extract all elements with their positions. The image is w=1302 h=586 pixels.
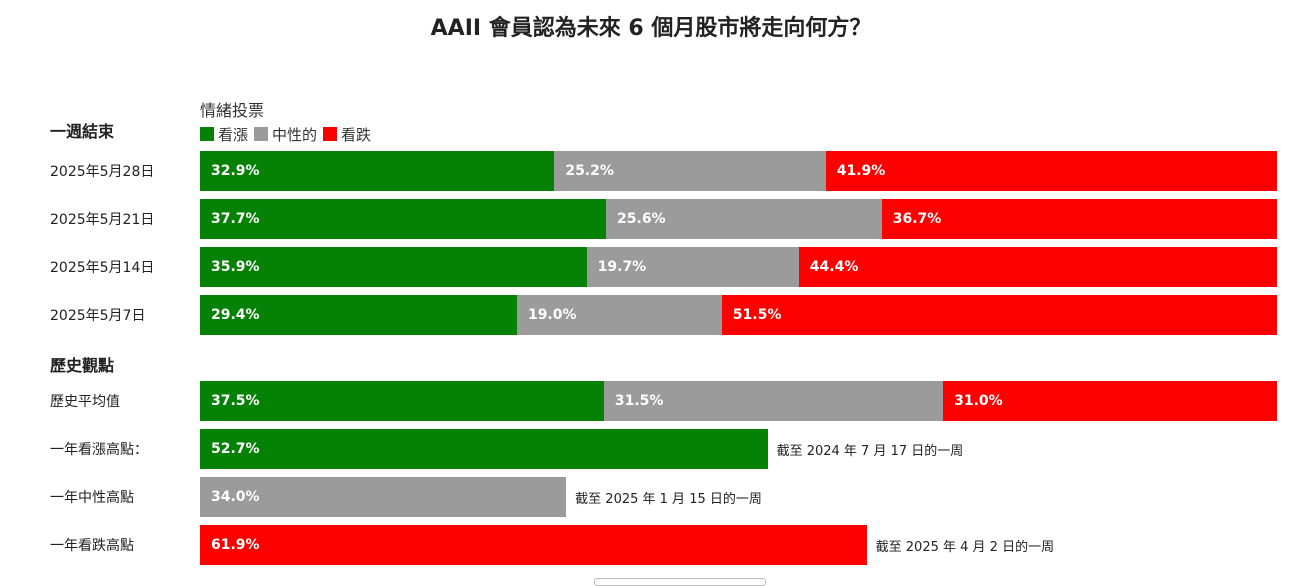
high-bar-bullish: 52.7% xyxy=(200,429,768,469)
legend-title: 情緒投票 xyxy=(200,101,265,120)
historical-row-bar-0-bearish: 31.0% xyxy=(943,381,1277,421)
legend-item-bullish: 看漲 xyxy=(200,124,248,145)
high-label-neutral: 一年中性高點 xyxy=(50,490,134,506)
weekly-row-bar-0-neutral: 25.2% xyxy=(554,151,826,191)
data-label: 37.7% xyxy=(211,211,260,227)
data-label: 44.4% xyxy=(809,259,859,275)
legend-label-bearish: 看跌 xyxy=(341,125,372,144)
data-label: 37.5% xyxy=(211,393,260,409)
legend-label-bullish: 看漲 xyxy=(218,125,249,144)
high-bar-bearish-fill: 61.9% xyxy=(200,525,867,565)
data-label: 31.0% xyxy=(954,393,1003,409)
historical-row-bar-0-bullish: 37.5% xyxy=(200,381,604,421)
weekly-row-bar-2: 35.9% 19.7% 44.4% xyxy=(200,247,1277,287)
data-label: 35.9% xyxy=(211,259,260,275)
data-label: 41.9% xyxy=(836,163,886,179)
data-label: 36.7% xyxy=(892,211,942,227)
weekly-row-bar-2-neutral: 19.7% xyxy=(586,247,799,287)
historical-row-bar-0: 37.5% 31.5% 31.0% xyxy=(200,381,1277,421)
data-label: 52.7% xyxy=(211,441,260,457)
section-title-weekly: 一週結束 xyxy=(50,122,115,141)
high-label-bullish: 一年看漲高點： xyxy=(50,442,148,458)
weekly-row-label-3: 2025年5月7日 xyxy=(50,308,146,324)
weekly-row-label-2: 2025年5月14日 xyxy=(50,260,155,276)
legend-swatch-neutral xyxy=(254,127,269,141)
weekly-row-bar-1-bearish: 36.7% xyxy=(881,199,1277,239)
high-note-bearish: 截至 2025 年 4 月 2 日的一周 xyxy=(875,539,1055,555)
weekly-row-bar-3-neutral: 19.0% xyxy=(516,295,722,335)
weekly-row-bar-0-bullish: 32.9% xyxy=(200,151,555,191)
data-label: 19.0% xyxy=(527,307,577,323)
data-label: 32.9% xyxy=(211,163,260,179)
weekly-row-bar-1: 37.7% 25.6% 36.7% xyxy=(200,199,1277,239)
legend-swatch-bullish xyxy=(200,127,214,141)
weekly-row-label-0: 2025年5月28日 xyxy=(50,164,155,180)
legend: 看漲 中性的 看跌 xyxy=(200,124,377,144)
weekly-row-bar-0-bearish: 41.9% xyxy=(825,151,1277,191)
weekly-row-bar-2-bearish: 44.4% xyxy=(798,247,1277,287)
weekly-row-bar-0: 32.9% 25.2% 41.9% xyxy=(200,151,1277,191)
weekly-row-bar-1-neutral: 25.6% xyxy=(606,199,882,239)
high-note-neutral: 截至 2025 年 1 月 15 日的一周 xyxy=(575,491,762,507)
high-bar-neutral: 34.0% xyxy=(200,477,567,517)
high-bar-bearish: 61.9% xyxy=(200,525,867,565)
high-note-bullish: 截至 2024 年 7 月 17 日的一周 xyxy=(776,443,964,459)
historical-row-label-0: 歷史平均值 xyxy=(50,394,120,410)
data-label: 61.9% xyxy=(211,537,260,553)
legend-label-neutral: 中性的 xyxy=(272,125,318,144)
high-bar-neutral-fill: 34.0% xyxy=(200,477,567,517)
historical-row-bar-0-neutral: 31.5% xyxy=(603,381,944,421)
data-label: 25.6% xyxy=(617,211,666,227)
data-label: 34.0% xyxy=(211,489,260,505)
legend-item-bearish: 看跌 xyxy=(323,124,371,145)
data-label: 29.4% xyxy=(211,307,260,323)
data-label: 25.2% xyxy=(565,163,614,179)
weekly-row-bar-2-bullish: 35.9% xyxy=(200,247,587,287)
weekly-row-bar-3-bullish: 29.4% xyxy=(200,295,517,335)
high-label-bearish: 一年看跌高點 xyxy=(50,538,134,554)
data-label: 51.5% xyxy=(732,307,782,323)
weekly-row-bar-1-bullish: 37.7% xyxy=(200,199,607,239)
weekly-row-bar-3: 29.4% 19.0% 51.5% xyxy=(200,295,1277,335)
section-title-historical: 歷史觀點 xyxy=(50,356,115,375)
weekly-row-label-1: 2025年5月21日 xyxy=(50,212,155,228)
chart-title: AAII 會員認為未來 6 個月股市將走向何方？ xyxy=(430,16,872,41)
legend-swatch-bearish xyxy=(323,127,338,141)
data-label: 19.7% xyxy=(597,259,647,275)
scrollbar-hint xyxy=(594,578,766,586)
weekly-row-bar-3-bearish: 51.5% xyxy=(721,295,1277,335)
data-label: 31.5% xyxy=(614,393,664,409)
high-bar-bullish-fill: 52.7% xyxy=(200,429,768,469)
legend-item-neutral: 中性的 xyxy=(254,124,317,145)
